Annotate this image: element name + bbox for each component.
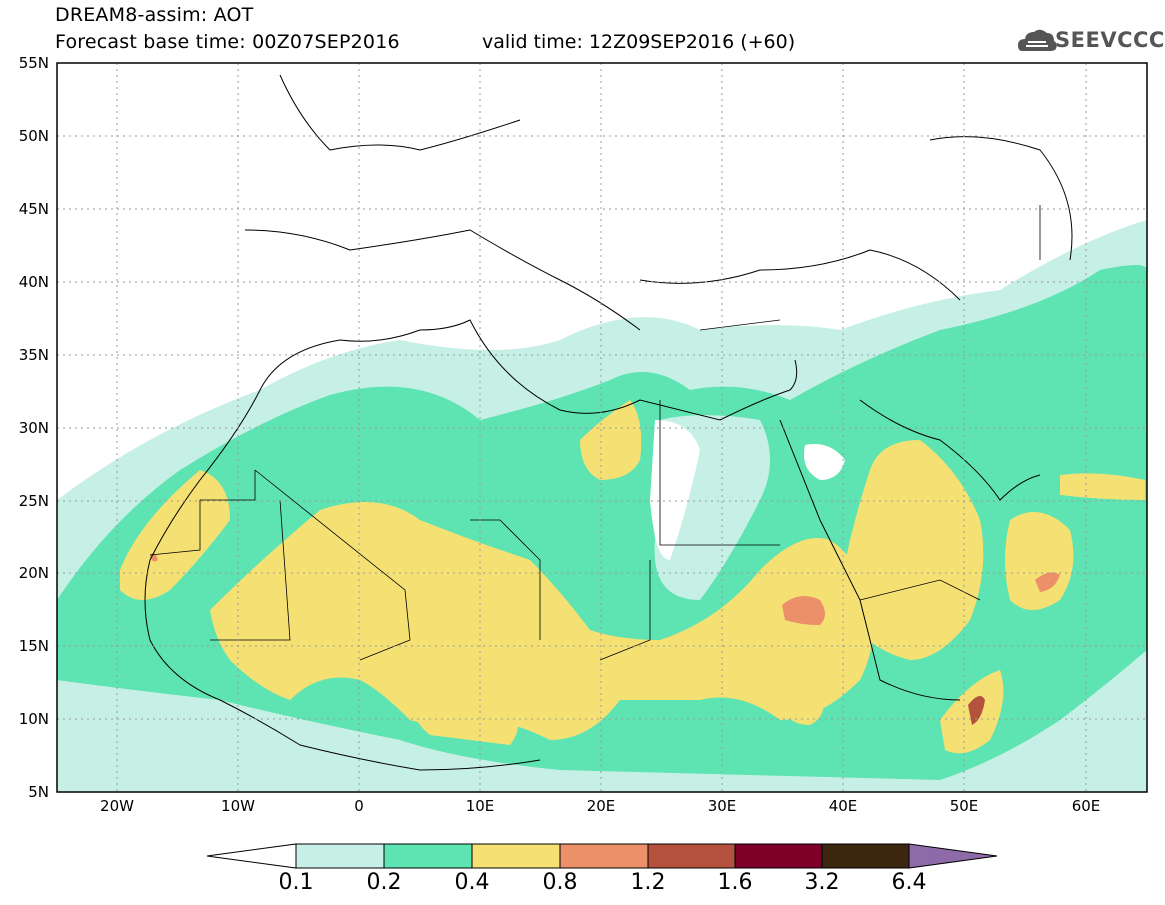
lon-label: 30E	[707, 797, 737, 815]
legend-swatch-4	[559, 843, 649, 869]
map-frame	[56, 62, 1148, 793]
forecast-base-time: Forecast base time: 00Z07SEP2016	[55, 31, 400, 53]
lat-label: 10N	[18, 710, 49, 728]
lon-label: 60E	[1071, 797, 1101, 815]
legend-swatch-6	[734, 843, 823, 869]
legend-label: 0.4	[454, 870, 490, 895]
lat-label: 55N	[18, 54, 49, 72]
coastlines	[144, 74, 1073, 771]
legend-label: 0.2	[366, 870, 402, 895]
legend-label: 0.1	[278, 870, 314, 895]
borders	[149, 205, 1041, 661]
legend-label: 1.6	[717, 870, 753, 895]
legend-swatch-above	[908, 843, 998, 869]
lat-label: 15N	[18, 637, 49, 655]
lat-label: 50N	[18, 127, 49, 145]
aot-contour-fields	[57, 220, 1147, 792]
lon-label: 10E	[465, 797, 495, 815]
legend-label: 6.4	[891, 870, 927, 895]
lat-label: 25N	[18, 492, 49, 510]
cloud-logo-icon	[1018, 29, 1057, 51]
lon-label: 10W	[221, 797, 255, 815]
lat-label: 40N	[18, 273, 49, 291]
legend-swatch-1	[295, 843, 385, 869]
legend-label: 1.2	[630, 870, 666, 895]
legend-swatch-7	[821, 843, 910, 869]
grid	[57, 63, 1147, 792]
legend-swatch-below	[206, 843, 297, 869]
lat-label: 20N	[18, 564, 49, 582]
lat-label: 35N	[18, 346, 49, 364]
lat-label: 5N	[28, 783, 49, 801]
legend-swatch-2	[383, 843, 473, 869]
lat-label: 45N	[18, 200, 49, 218]
legend-label: 0.8	[542, 870, 578, 895]
lon-label: 20E	[586, 797, 616, 815]
legend-label: 3.2	[804, 870, 840, 895]
valid-time: valid time: 12Z09SEP2016 (+60)	[482, 31, 796, 53]
legend-swatch-5	[647, 843, 736, 869]
legend-swatch-3	[471, 843, 561, 869]
lon-label: 50E	[949, 797, 979, 815]
lon-label: 20W	[100, 797, 134, 815]
logo-text: SEEVCCC	[1055, 28, 1165, 52]
map-title: DREAM8-assim: AOT	[55, 4, 254, 26]
lon-label: 40E	[828, 797, 858, 815]
legend-colorbar	[206, 843, 998, 869]
lat-label: 30N	[18, 419, 49, 437]
lon-label: 0	[354, 797, 364, 815]
